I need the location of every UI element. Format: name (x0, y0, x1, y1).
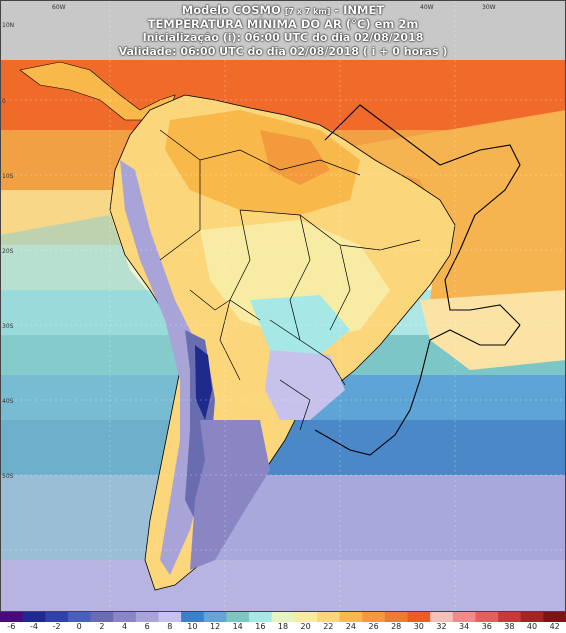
legend-label: 34 (459, 622, 470, 631)
lon-tick: 30W (482, 4, 496, 11)
legend-swatch (135, 612, 159, 622)
legend-bar (0, 612, 566, 622)
lat-tick: 0 (2, 98, 6, 105)
legend-label: 2 (99, 622, 105, 631)
legend-swatch (67, 612, 92, 622)
legend-swatch (90, 612, 114, 622)
model-suffix: - INMET (330, 3, 385, 17)
southern-ocean (0, 560, 566, 612)
model-prefix: Modelo COSMO (181, 3, 285, 17)
legend-swatch (203, 612, 227, 622)
legend-label: 40 (526, 622, 538, 631)
lat-tick: 10S (2, 173, 14, 180)
validity-time: Validade: 06:00 UTC do dia 02/08/2018 ( … (118, 45, 448, 58)
interior-mild-zone (200, 220, 390, 340)
legend-swatch (271, 612, 295, 622)
legend-label: -6 (7, 622, 16, 631)
legend-label: 0 (76, 622, 82, 631)
legend-swatch (113, 612, 137, 622)
legend-label: -4 (30, 622, 38, 631)
pacific-coastal-water (0, 215, 185, 560)
lat-tick: 30S (2, 323, 14, 330)
lat-tick: 10N (2, 22, 15, 29)
legend-swatch (543, 612, 566, 622)
legend-swatch (158, 612, 182, 622)
legend-label: 36 (481, 622, 492, 631)
legend-label: 26 (368, 622, 379, 631)
legend-label: 4 (121, 622, 128, 631)
legend-swatch (22, 612, 46, 622)
legend-swatch (452, 612, 476, 622)
off-domain-area (0, 0, 566, 60)
color-legend: -6 -4 -2 0 2 4 6 8 10 12 14 16 18 20 22 24 26 28 30 32 34 36 3… (0, 612, 566, 633)
lat-tick: 50S (2, 473, 14, 480)
legend-swatch (498, 612, 522, 622)
legend-label: 14 (232, 622, 243, 631)
amazon-hot-core (260, 130, 330, 185)
graticule (0, 0, 566, 612)
legend-swatch (430, 612, 454, 622)
legend-label: 10 (187, 622, 198, 631)
legend-swatch (226, 612, 250, 622)
lat-tick: 20S (2, 248, 14, 255)
legend-swatch (45, 612, 69, 622)
legend-swatch (362, 612, 386, 622)
legend-label: 24 (345, 622, 356, 631)
variable-title: TEMPERATURA MÍNIMA DO AR (°C) em 2m (147, 17, 419, 31)
legend-label: 28 (391, 622, 402, 631)
lat-tick: 40S (2, 398, 14, 405)
legend-label: 30 (413, 622, 424, 631)
legend-label: -2 (52, 622, 61, 631)
maritime-boundary (314, 104, 521, 456)
legend-swatch (384, 612, 409, 622)
legend-swatch (0, 612, 24, 622)
legend-swatch (407, 612, 431, 622)
legend-label: 22 (323, 622, 334, 631)
legend-label: 8 (167, 622, 173, 631)
legend-label: 16 (255, 622, 266, 631)
legend-label: 18 (277, 622, 289, 631)
legend-label: 32 (436, 622, 447, 631)
legend-swatch (249, 612, 273, 622)
legend-swatch (339, 612, 363, 622)
amazon-warm-zone (165, 110, 360, 215)
initialization-time: Inicialização (i): 06:00 UTC do dia 02/0… (142, 31, 424, 44)
lon-tick: 60W (52, 4, 66, 11)
southern-cone-cold-zone (265, 350, 345, 420)
lon-tick: 40W (420, 4, 434, 11)
legend-swatch (520, 612, 544, 622)
legend-label: 6 (144, 622, 150, 631)
andes-coldest-core (195, 345, 212, 420)
legend-swatch (475, 612, 499, 622)
model-title: Modelo COSMO [7 x 7 km] - INMET (0, 3, 566, 17)
model-resolution: [7 x 7 km] (284, 7, 331, 16)
patagonia-cold-zone (190, 420, 270, 570)
legend-swatch (316, 612, 341, 622)
legend-label: 12 (210, 622, 221, 631)
legend-label: 38 (504, 622, 515, 631)
legend-swatch (294, 612, 318, 622)
legend-swatch (181, 612, 205, 622)
legend-label: 42 (549, 622, 560, 631)
legend-label: 20 (300, 622, 311, 631)
